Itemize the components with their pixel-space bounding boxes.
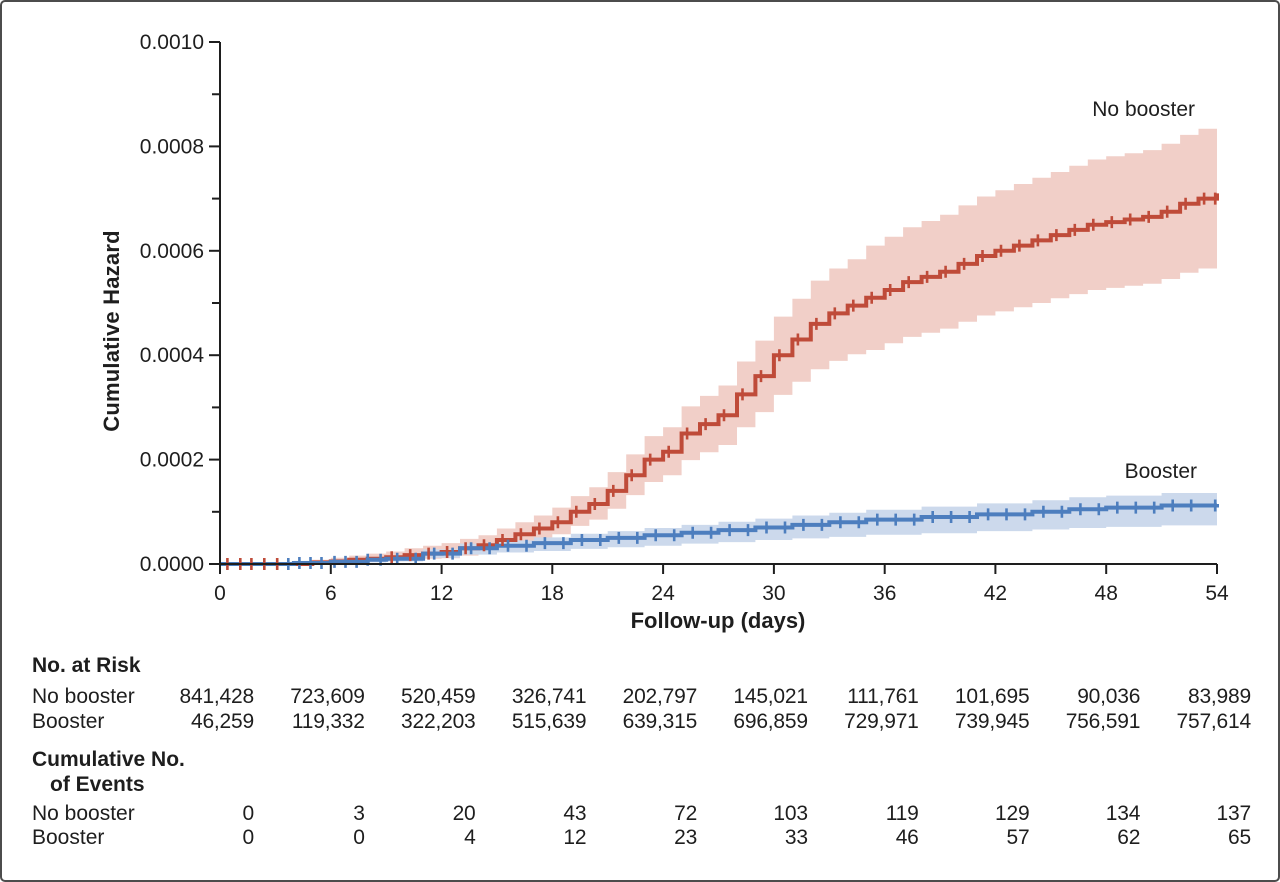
risk-table-header: No. at Risk	[32, 654, 141, 677]
risk-table-cell: 0	[242, 802, 255, 825]
y-tick-label: 0.0008	[140, 135, 204, 158]
y-axis-title: Cumulative Hazard	[99, 230, 124, 432]
risk-table-cell: 137	[1216, 802, 1252, 825]
risk-table-cell: 23	[674, 826, 698, 849]
risk-table-cell: 65	[1228, 826, 1251, 849]
risk-table-cell: 145,021	[733, 685, 808, 708]
risk-table-cell: 326,741	[511, 685, 587, 708]
risk-table-cell: 322,203	[401, 710, 476, 733]
risk-table-cell: 3	[353, 802, 365, 825]
x-tick-label: 54	[1205, 582, 1229, 605]
x-tick-label: 0	[214, 582, 226, 605]
risk-table-cell: 33	[784, 826, 808, 849]
booster-curve	[220, 503, 1219, 566]
events-row-label-no-booster: No booster	[32, 802, 135, 825]
y-tick-label: 0.0010	[140, 31, 204, 54]
x-tick-label: 12	[430, 582, 453, 605]
events-table-header-line2: of Events	[50, 773, 145, 796]
events-table-header-line1: Cumulative No.	[32, 748, 185, 771]
x-tick-label: 30	[762, 582, 785, 605]
risk-table-cell: 756,591	[1065, 710, 1141, 733]
risk-table-cell: 12	[563, 826, 587, 849]
booster-confidence-band	[220, 490, 1217, 564]
risk-table-cell: 119	[885, 802, 919, 825]
risk-row-label-no-booster: No booster	[32, 685, 135, 708]
risk-table-cell: 83,989	[1187, 685, 1251, 708]
risk-table-cell: 20	[452, 802, 476, 825]
x-tick-label: 24	[651, 582, 675, 605]
risk-table-cell: 4	[464, 826, 476, 849]
risk-table-cell: 119,332	[291, 710, 365, 733]
risk-table-cell: 723,609	[290, 685, 365, 708]
risk-table-cell: 757,614	[1176, 710, 1251, 733]
risk-row-label-booster: Booster	[32, 710, 105, 733]
x-tick-label: 48	[1095, 582, 1118, 605]
risk-table-cell: 72	[674, 802, 698, 825]
risk-table-cell: 729,971	[844, 710, 919, 733]
risk-table-cell: 0	[242, 826, 255, 849]
risk-table-cell: 696,859	[733, 710, 808, 733]
risk-table-cell: 57	[1006, 826, 1030, 849]
risk-table-cell: 515,639	[511, 710, 587, 733]
risk-table-cell: 111,761	[847, 685, 919, 708]
y-tick-label: 0.0000	[140, 553, 204, 576]
risk-table-cell: 43	[563, 802, 587, 825]
events-row-label-booster: Booster	[32, 826, 105, 849]
x-tick-label: 42	[984, 582, 1007, 605]
no-booster-confidence-band	[220, 122, 1217, 565]
no-booster-curve-label: No booster	[1092, 98, 1195, 121]
risk-table-cell: 639,315	[622, 710, 698, 733]
risk-table-cell: 0	[353, 826, 365, 849]
risk-table-cell: 202,797	[622, 685, 698, 708]
risk-table-cell: 90,036	[1077, 685, 1141, 708]
risk-table-cell: 134	[1105, 802, 1141, 825]
risk-table-cell: 103	[773, 802, 808, 825]
x-tick-label: 36	[873, 582, 896, 605]
x-tick-label: 6	[325, 582, 337, 605]
risk-table-cell: 62	[1117, 826, 1141, 849]
x-axis-title: Follow-up (days)	[630, 608, 806, 633]
y-tick-label: 0.0002	[140, 449, 204, 472]
y-tick-label: 0.0004	[140, 344, 205, 367]
risk-table-cell: 46	[895, 826, 919, 849]
booster-curve-label: Booster	[1124, 460, 1197, 483]
risk-table-cell: 46,259	[190, 710, 254, 733]
risk-table-cell: 739,945	[954, 710, 1030, 733]
risk-table-cell: 101,695	[954, 685, 1030, 708]
y-tick-label: 0.0006	[140, 240, 204, 263]
x-tick-label: 18	[541, 582, 564, 605]
risk-table-cell: 520,459	[401, 685, 476, 708]
risk-table-cell: 129	[994, 802, 1030, 825]
risk-table-cell: 841,428	[179, 685, 254, 708]
